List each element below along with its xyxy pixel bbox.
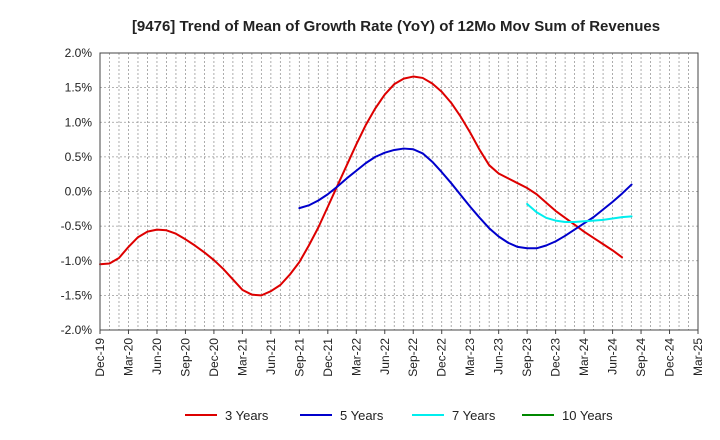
x-tick-label: Mar-20 [121, 338, 135, 376]
x-tick-label: Jun-20 [150, 338, 164, 375]
x-tick-label: Mar-25 [691, 338, 705, 376]
x-tick-label: Mar-22 [349, 338, 363, 376]
series-group [99, 75, 633, 297]
x-tick-label: Dec-24 [663, 338, 677, 377]
x-tick-label: Dec-22 [435, 338, 449, 377]
x-tick-label: Dec-20 [207, 338, 221, 377]
plot-frame [99, 52, 699, 331]
x-tick-label: Mar-23 [463, 338, 477, 376]
y-tick-label: -0.5% [61, 219, 93, 233]
legend-label: 10 Years [562, 408, 613, 423]
x-tick-label: Mar-21 [235, 338, 249, 376]
chart-title: [9476] Trend of Mean of Growth Rate (YoY… [132, 18, 660, 35]
legend-label: 3 Years [225, 408, 269, 423]
x-tick-label: Sep-21 [292, 338, 306, 377]
y-tick-label: 1.5% [65, 81, 93, 95]
y-tick-label: 1.0% [65, 115, 93, 129]
y-tick-label: 2.0% [65, 46, 93, 60]
legend: 3 Years 5 Years 7 Years 10 Years [185, 408, 613, 423]
x-tick-label: Dec-21 [321, 338, 335, 377]
y-tick-label: -1.0% [61, 254, 93, 268]
x-tick-label: Dec-19 [93, 338, 107, 377]
x-tick-label: Sep-23 [520, 338, 534, 377]
x-tick-label: Jun-24 [606, 338, 620, 375]
x-tick-label: Sep-24 [634, 338, 648, 377]
y-tick-label: -1.5% [61, 288, 93, 302]
x-tick-label: Jun-21 [264, 338, 278, 375]
y-tick-label: 0.0% [65, 185, 93, 199]
series-line-5-years [298, 147, 633, 250]
x-axis: Dec-19 Mar-20 Jun-20 Sep-20 Dec-20 Mar-21 Jun-… [93, 330, 705, 377]
legend-label: 5 Years [340, 408, 384, 423]
x-tick-label: Sep-20 [178, 338, 192, 377]
x-tick-label: Mar-24 [577, 338, 591, 376]
y-tick-label: 0.5% [65, 150, 93, 164]
legend-label: 7 Years [452, 408, 496, 423]
y-axis: 2.0% 1.5% 1.0% 0.5% 0.0% -0.5% -1.0% -1.5% -2.0% [61, 46, 93, 337]
series-line-7-years [526, 202, 633, 223]
x-tick-label: Jun-22 [378, 338, 392, 375]
plot-area [100, 53, 698, 330]
x-tick-label: Sep-22 [406, 338, 420, 377]
x-tick-label: Jun-23 [492, 338, 506, 375]
series-line-3-years [99, 75, 624, 297]
x-tick-label: Dec-23 [549, 338, 563, 377]
y-tick-label: -2.0% [61, 323, 93, 337]
